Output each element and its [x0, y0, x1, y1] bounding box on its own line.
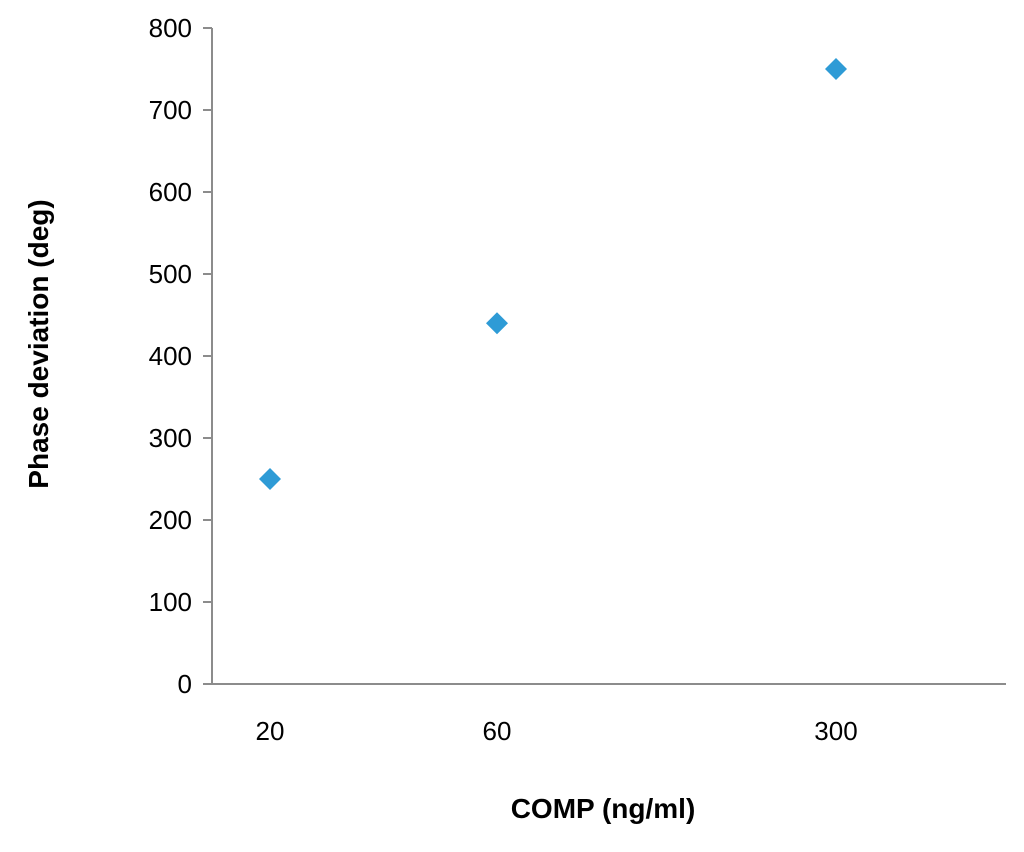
y-tick-label: 500	[149, 259, 192, 289]
y-tick-label: 600	[149, 177, 192, 207]
y-tick-label: 0	[178, 669, 192, 699]
x-axis-tick-labels: 20 60 300	[256, 716, 858, 746]
y-tick-label: 800	[149, 13, 192, 43]
y-tick-label: 300	[149, 423, 192, 453]
y-tick-label: 700	[149, 95, 192, 125]
data-point	[259, 468, 281, 490]
y-axis-ticks: 0 100 200 300 400 500 600 700 800	[149, 13, 212, 699]
x-tick-label: 60	[483, 716, 512, 746]
data-points	[259, 58, 847, 490]
data-point	[486, 312, 508, 335]
y-tick-label: 400	[149, 341, 192, 371]
y-tick-label: 100	[149, 587, 192, 617]
x-tick-label: 300	[814, 716, 857, 746]
x-axis-title: COMP (ng/ml)	[511, 793, 696, 824]
y-tick-label: 200	[149, 505, 192, 535]
x-tick-label: 20	[256, 716, 285, 746]
y-axis-title: Phase deviation (deg)	[23, 199, 54, 488]
data-point	[825, 58, 847, 80]
